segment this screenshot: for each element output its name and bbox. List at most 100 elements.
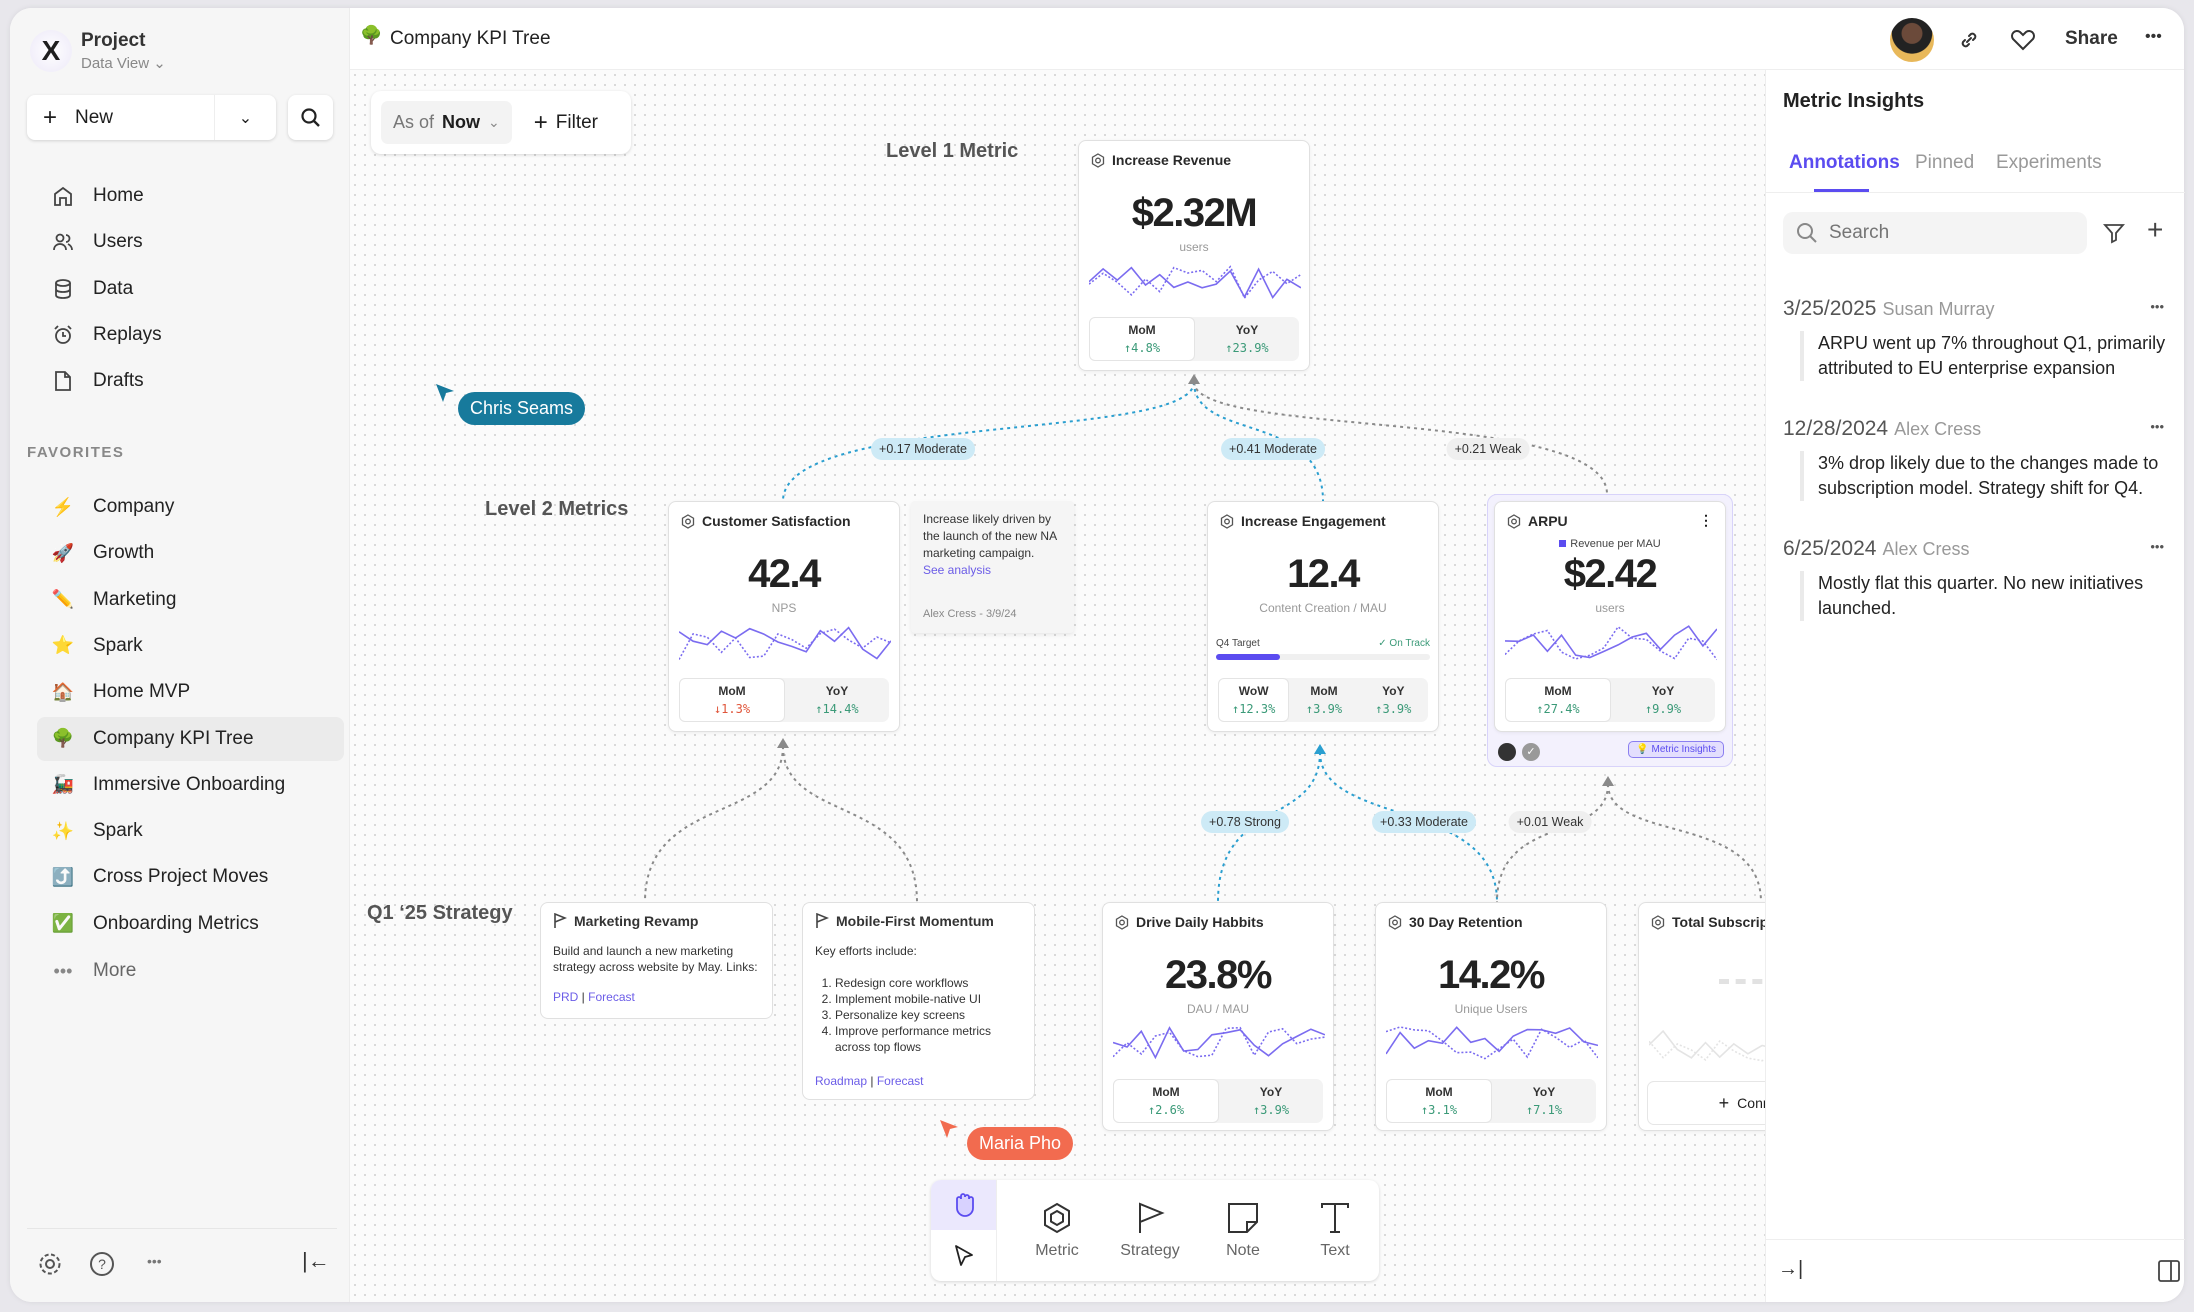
favorite-item[interactable]: ⤴️ Cross Project Moves — [37, 855, 344, 899]
as-of-dropdown[interactable]: As of Now ⌄ — [381, 101, 512, 144]
correlation-label[interactable]: +0.78 Strong — [1201, 811, 1289, 833]
comparison-yoy[interactable]: YoY ↑7.1% — [1492, 1079, 1596, 1123]
settings-icon[interactable] — [37, 1251, 63, 1277]
favorite-item[interactable]: ✅ Onboarding Metrics — [37, 902, 344, 946]
correlation-label[interactable]: +0.17 Moderate — [871, 438, 975, 460]
annotation-item[interactable]: 6/25/2024 Alex Cress ••• Mostly flat this q… — [1783, 537, 2168, 637]
tab-annotations[interactable]: Annotations — [1789, 152, 1900, 173]
annotation-note[interactable]: Increase likely driven by the launch of … — [911, 501, 1074, 633]
toolbar-note[interactable]: Note — [1197, 1180, 1289, 1281]
add-annotation-button[interactable]: + — [2147, 214, 2164, 245]
favorite-item[interactable]: 🚀 Growth — [37, 531, 344, 575]
metric-card-csat[interactable]: Customer Satisfaction 42.4 NPS MoM ↓1.3% YoY ↑… — [668, 501, 900, 732]
strategy-card-mobile-first[interactable]: Mobile-First Momentum Key efforts includ… — [802, 902, 1035, 1100]
annotation-more-icon[interactable]: ••• — [2150, 299, 2164, 314]
comparison-yoy[interactable]: YoY ↑23.9% — [1195, 317, 1299, 361]
help-icon[interactable]: ? — [89, 1251, 115, 1277]
split-view-icon[interactable] — [2158, 1260, 2180, 1282]
favorite-item[interactable]: ⚡ Company — [37, 485, 344, 529]
filter-icon[interactable] — [2103, 222, 2125, 244]
favorites-more[interactable]: ••• More — [37, 949, 344, 993]
as-of-value: Now — [442, 112, 481, 132]
heart-icon[interactable] — [2010, 28, 2036, 52]
collaborator-cursor-maria: Maria Pho — [967, 1127, 1074, 1160]
comparison-mom[interactable]: MoM ↓1.3% — [679, 678, 785, 722]
connect-data-button[interactable]: + Connect — [1647, 1081, 1765, 1125]
collapse-panel-icon[interactable]: →| — [1778, 1258, 1804, 1280]
favorite-item[interactable]: ✏️ Marketing — [37, 578, 344, 622]
favorite-item[interactable]: 🚂 Immersive Onboarding — [37, 763, 344, 807]
correlation-label[interactable]: +0.33 Moderate — [1372, 811, 1476, 833]
more-options-icon[interactable]: ••• — [2145, 28, 2162, 45]
new-button[interactable]: + New ⌄ — [27, 95, 276, 140]
link-icon[interactable] — [1957, 28, 1981, 52]
annotation-search[interactable] — [1783, 212, 2087, 254]
metric-card-retention[interactable]: 30 Day Retention 14.2% Unique Users MoM ↑3.1… — [1375, 902, 1607, 1131]
roadmap-link[interactable]: Roadmap — [815, 1074, 868, 1088]
favorite-item[interactable]: ✨ Spark — [37, 809, 344, 853]
comparison-label: MoM — [1128, 323, 1156, 337]
annotation-more-icon[interactable]: ••• — [2150, 539, 2164, 554]
card-menu-icon[interactable]: ⋮ — [1699, 512, 1713, 528]
see-analysis-link[interactable]: See analysis — [923, 563, 992, 577]
metric-hexagon-icon — [681, 513, 695, 529]
prd-link[interactable]: PRD — [553, 990, 579, 1004]
sidebar-item-users[interactable]: Users — [37, 220, 344, 264]
new-dropdown-chevron-icon[interactable]: ⌄ — [214, 95, 276, 140]
strategy-card-marketing-revamp[interactable]: Marketing Revamp Build and launch a new … — [540, 902, 773, 1019]
forecast-link[interactable]: Forecast — [876, 1074, 924, 1088]
avatar[interactable] — [1890, 18, 1934, 62]
search-button[interactable] — [288, 95, 333, 140]
project-name[interactable]: Project — [81, 30, 146, 51]
select-tool[interactable] — [931, 1230, 996, 1281]
metric-card-subs[interactable]: Total Subscriptions + Connect — [1638, 902, 1765, 1131]
metric-hexagon-icon — [1651, 914, 1665, 930]
annotation-more-icon[interactable]: ••• — [2150, 419, 2164, 434]
metric-card-engagement[interactable]: Increase Engagement 12.4 Content Creation … — [1207, 501, 1439, 732]
annotation-item[interactable]: 12/28/2024 Alex Cress ••• 3% drop likely du… — [1783, 417, 2168, 517]
correlation-label[interactable]: +0.21 Weak — [1446, 438, 1530, 460]
comparison-mom[interactable]: MoM ↑3.1% — [1386, 1079, 1492, 1123]
toolbar-text[interactable]: Text — [1289, 1180, 1379, 1281]
comparison-yoy[interactable]: YoY ↑3.9% — [1359, 678, 1428, 722]
favorite-emoji-icon: ✅ — [51, 913, 75, 934]
metric-insights-badge[interactable]: 💡 Metric Insights — [1628, 741, 1724, 758]
comparison-mom[interactable]: MoM ↑3.9% — [1289, 678, 1358, 722]
kpi-tree-canvas[interactable]: As of Now ⌄ + Filter Level 1 Metric Leve… — [350, 70, 1765, 1302]
favorite-item[interactable]: 🏠 Home MVP — [37, 670, 344, 714]
filter-button[interactable]: + Filter — [534, 109, 598, 137]
comparison-mom[interactable]: MoM ↑4.8% — [1089, 317, 1195, 361]
toolbar-strategy[interactable]: Strategy — [1104, 1180, 1196, 1281]
correlation-label[interactable]: +0.41 Moderate — [1221, 438, 1325, 460]
sidebar-item-replays[interactable]: Replays — [37, 313, 344, 357]
comparison-label: MoM — [1310, 684, 1338, 698]
metric-card-revenue[interactable]: Increase Revenue $2.32M users MoM ↑4.8% YoY ↑2… — [1078, 140, 1310, 371]
collapse-sidebar-icon[interactable]: |← — [302, 1248, 330, 1273]
correlation-label[interactable]: +0.01 Weak — [1508, 811, 1592, 833]
annotation-item[interactable]: 3/25/2025 Susan Murray ••• ARPU went up 7% … — [1783, 297, 2168, 397]
project-logo[interactable]: X — [30, 30, 72, 72]
favorite-item[interactable]: ⭐ Spark — [37, 624, 344, 668]
comparison-mom[interactable]: MoM ↑2.6% — [1113, 1079, 1219, 1123]
comparison-yoy[interactable]: YoY ↑14.4% — [785, 678, 889, 722]
comparison-yoy[interactable]: YoY ↑9.9% — [1611, 678, 1715, 722]
metric-card-daily[interactable]: Drive Daily Habbits 23.8% DAU / MAU MoM ↑2.6… — [1102, 902, 1334, 1131]
comparison-yoy[interactable]: YoY ↑3.9% — [1219, 1079, 1323, 1123]
metric-card-arpu[interactable]: ARPU ⋮ Revenue per MAU $2.42 users MoM ↑27.4% Y… — [1494, 501, 1726, 732]
sidebar-item-drafts[interactable]: Drafts — [37, 359, 344, 403]
tab-experiments[interactable]: Experiments — [1996, 152, 2102, 173]
share-button[interactable]: Share — [2065, 28, 2118, 49]
tab-pinned[interactable]: Pinned — [1915, 152, 1975, 173]
annotation-date: 6/25/2024 — [1783, 537, 1877, 560]
toolbar-metric[interactable]: Metric — [1011, 1180, 1103, 1281]
hand-tool[interactable] — [931, 1180, 996, 1230]
comparison-wow[interactable]: WoW ↑12.3% — [1218, 678, 1290, 722]
sidebar-item-home[interactable]: Home — [37, 174, 344, 218]
sidebar-more-icon[interactable]: ••• — [147, 1253, 162, 1269]
annotation-search-input[interactable] — [1829, 222, 2069, 244]
forecast-link[interactable]: Forecast — [588, 990, 635, 1004]
comparison-mom[interactable]: MoM ↑27.4% — [1505, 678, 1611, 722]
sidebar-item-data[interactable]: Data — [37, 267, 344, 311]
view-selector[interactable]: Data View ⌄ — [81, 54, 166, 72]
favorite-item[interactable]: 🌳 Company KPI Tree — [37, 716, 344, 761]
